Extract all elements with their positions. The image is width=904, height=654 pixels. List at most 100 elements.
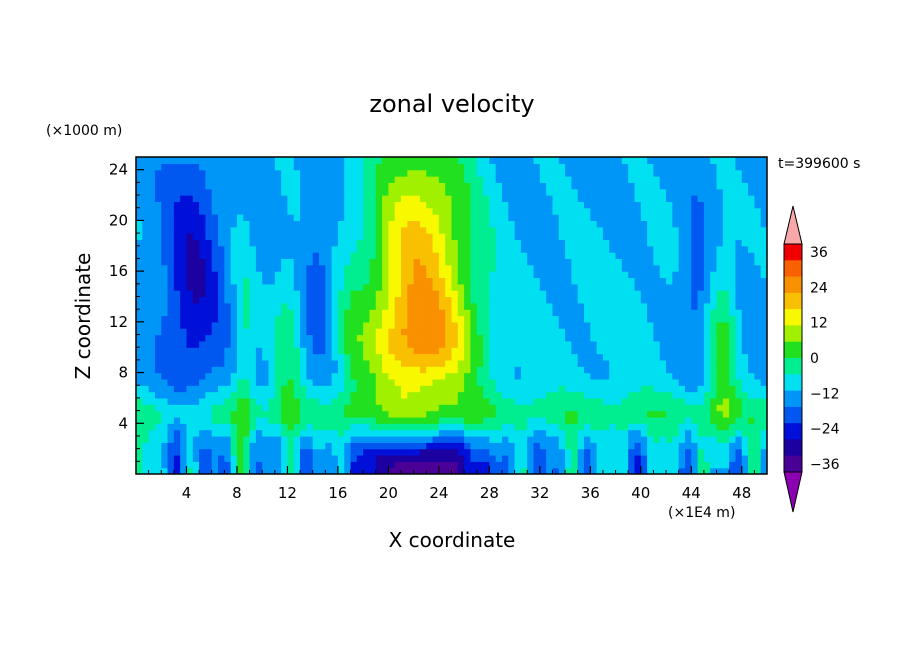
field-cell — [470, 207, 478, 215]
field-cell — [716, 214, 724, 221]
field-cell — [577, 264, 585, 272]
field-cell — [729, 315, 737, 323]
field-cell — [716, 334, 724, 342]
field-cell — [249, 252, 257, 260]
field-cell — [300, 404, 307, 412]
field-cell — [710, 252, 718, 260]
field-cell — [722, 461, 730, 469]
field-cell — [375, 378, 383, 386]
field-cell — [262, 353, 270, 361]
field-cell — [199, 207, 207, 215]
field-cell — [268, 252, 276, 260]
field-cell — [148, 220, 156, 228]
field-cell — [230, 277, 238, 285]
field-cell — [684, 271, 692, 279]
field-cell — [136, 239, 143, 247]
field-cell — [325, 252, 333, 260]
field-cell — [230, 353, 238, 361]
field-cell — [754, 372, 762, 380]
field-cell — [426, 195, 434, 202]
field-cell — [527, 264, 535, 272]
field-cell — [760, 410, 767, 418]
field-cell — [552, 169, 560, 177]
field-cell — [274, 214, 282, 221]
field-cell — [375, 201, 383, 209]
field-cell — [293, 163, 301, 171]
field-cell — [577, 239, 585, 247]
field-cell — [161, 461, 169, 469]
field-cell — [584, 391, 591, 399]
field-cell — [552, 378, 560, 386]
field-cell — [754, 195, 762, 202]
field-cell — [224, 296, 232, 304]
field-cell — [539, 366, 547, 374]
field-cell — [363, 207, 371, 215]
field-cell — [621, 372, 629, 380]
field-cell — [552, 340, 560, 348]
field-cell — [470, 391, 478, 399]
field-cell — [489, 372, 497, 380]
field-cell — [401, 201, 408, 209]
field-cell — [691, 448, 699, 456]
field-cell — [590, 239, 598, 247]
field-cell — [180, 442, 188, 450]
field-cell — [274, 258, 282, 266]
field-cell — [697, 391, 705, 399]
field-cell — [678, 340, 686, 348]
field-cell — [306, 372, 314, 380]
field-cell — [230, 429, 238, 437]
field-cell — [565, 214, 572, 221]
field-cell — [218, 182, 225, 190]
field-cell — [703, 264, 711, 272]
field-cell — [571, 195, 579, 202]
field-cell — [584, 315, 591, 323]
field-cell — [464, 264, 472, 272]
field-cell — [243, 404, 251, 412]
field-cell — [236, 423, 244, 431]
field-cell — [716, 201, 724, 209]
field-cell — [748, 423, 755, 431]
field-cell — [413, 397, 421, 405]
field-cell — [287, 271, 295, 279]
field-cell — [394, 410, 402, 418]
field-cell — [596, 176, 604, 183]
field-cell — [483, 163, 490, 171]
field-cell — [337, 429, 345, 437]
field-cell — [186, 176, 194, 183]
field-cell — [577, 461, 585, 469]
field-cell — [136, 188, 143, 196]
field-cell — [691, 391, 699, 399]
field-cell — [621, 195, 629, 202]
field-cell — [419, 201, 427, 209]
field-cell — [640, 239, 648, 247]
field-cell — [426, 340, 434, 348]
field-cell — [394, 252, 402, 260]
field-cell — [331, 321, 339, 329]
field-cell — [640, 461, 648, 469]
field-cell — [539, 340, 547, 348]
field-cell — [413, 309, 421, 317]
field-cell — [754, 220, 762, 228]
field-cell — [678, 321, 686, 329]
field-cell — [590, 435, 598, 443]
field-cell — [470, 372, 478, 380]
field-cell — [293, 157, 301, 164]
field-cell — [602, 182, 610, 190]
field-cell — [722, 378, 730, 386]
field-cell — [318, 404, 326, 412]
field-cell — [672, 429, 680, 437]
field-cell — [602, 423, 610, 431]
field-cell — [476, 467, 484, 474]
field-cell — [691, 315, 699, 323]
field-cell — [154, 220, 162, 228]
field-cell — [312, 220, 320, 228]
field-cell — [262, 397, 270, 405]
field-cell — [659, 245, 667, 253]
field-cell — [722, 404, 730, 412]
field-cell — [546, 176, 554, 183]
field-cell — [609, 321, 617, 329]
field-cell — [211, 188, 219, 196]
field-cell — [350, 195, 358, 202]
field-cell — [684, 442, 692, 450]
field-cell — [571, 309, 579, 317]
